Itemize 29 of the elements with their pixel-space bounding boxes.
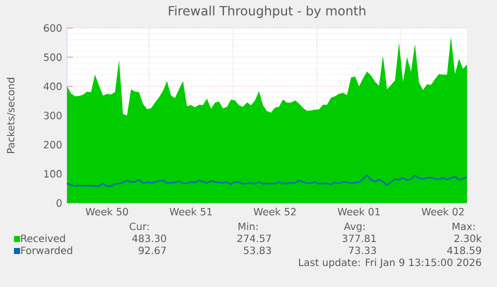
y-tick-label: 300: [44, 112, 62, 120]
y-tick-label: 100: [44, 170, 62, 178]
text: Min:: [238, 222, 258, 230]
text: 274.57: [237, 234, 271, 242]
y-axis-title: Packets/second: [6, 78, 16, 153]
x-tick-label: Week 50: [86, 208, 128, 216]
x-tick-label: Week 01: [338, 208, 380, 216]
x-tick-label: Week 52: [254, 208, 296, 216]
x-tick-label: Week 02: [422, 208, 464, 216]
y-tick-label: 200: [44, 140, 62, 148]
y-tick-label: 400: [44, 82, 62, 90]
legend-label: Forwarded: [21, 246, 72, 254]
text: 377.81: [342, 234, 376, 242]
y-tick-label: 500: [44, 53, 62, 61]
text: 2.30k: [454, 234, 482, 242]
text: Max:: [452, 222, 475, 230]
text: 483.30: [132, 234, 166, 242]
text: Avg:: [344, 222, 365, 232]
y-tick-label: 0: [56, 199, 62, 207]
x-tick-label: Week 51: [170, 208, 212, 216]
text: 92.67: [138, 246, 166, 254]
text: Last update: Fri Jan 9 13:15:00 2026: [299, 258, 482, 268]
legend-label: Received: [21, 234, 65, 242]
y-tick-label: 600: [44, 24, 62, 32]
text: 53.83: [244, 246, 271, 254]
text: Cur:: [130, 222, 149, 230]
text: 73.33: [348, 246, 376, 254]
chart-title: Firewall Throughput - by month: [168, 6, 366, 18]
text: 418.59: [447, 246, 482, 254]
